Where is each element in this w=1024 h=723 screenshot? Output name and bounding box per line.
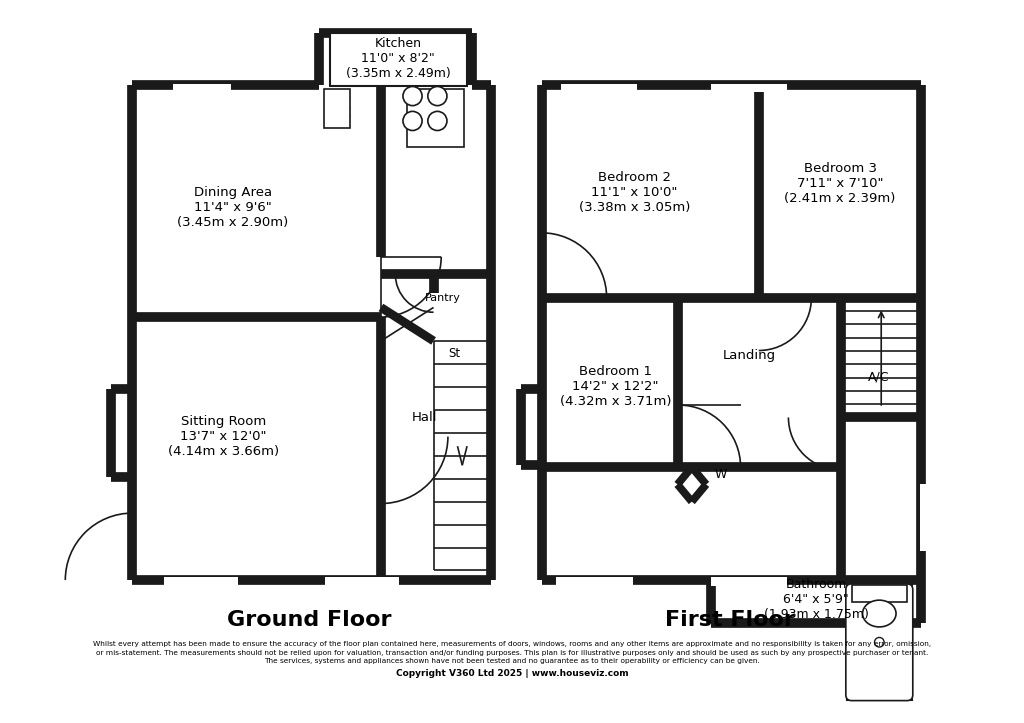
Ellipse shape: [862, 600, 896, 627]
Circle shape: [403, 111, 422, 130]
Text: Sitting Room
13'7" x 12'0"
(4.14m x 3.66m): Sitting Room 13'7" x 12'0" (4.14m x 3.66…: [168, 415, 279, 458]
Text: Hall: Hall: [412, 411, 437, 424]
Text: A/C: A/C: [867, 371, 889, 384]
Bar: [556, 577, 633, 586]
Text: Dining Area
11'4" x 9'6"
(3.45m x 2.90m): Dining Area 11'4" x 9'6" (3.45m x 2.90m): [177, 186, 289, 228]
Text: St: St: [449, 347, 461, 360]
Bar: [921, 484, 929, 552]
Text: Bedroom 3
7'11" x 7'10"
(2.41m x 2.39m): Bedroom 3 7'11" x 7'10" (2.41m x 2.39m): [784, 162, 896, 205]
Text: First Floor: First Floor: [666, 610, 795, 630]
Bar: [324, 90, 350, 128]
Bar: [331, 33, 467, 85]
Circle shape: [428, 87, 446, 106]
Bar: [325, 577, 399, 586]
Text: Kitchen
11'0" x 8'2"
(3.35m x 2.49m): Kitchen 11'0" x 8'2" (3.35m x 2.49m): [346, 38, 451, 80]
Text: Copyright V360 Ltd 2025 | www.houseviz.com: Copyright V360 Ltd 2025 | www.houseviz.c…: [395, 669, 629, 678]
Circle shape: [874, 638, 884, 647]
Bar: [164, 577, 239, 586]
Circle shape: [428, 111, 446, 130]
Bar: [852, 585, 907, 602]
Bar: [847, 585, 911, 700]
Bar: [561, 84, 637, 93]
Text: Bathroom
6'4" x 5'9"
(1.93m x 1.75m): Bathroom 6'4" x 5'9" (1.93m x 1.75m): [764, 578, 868, 620]
Bar: [407, 90, 464, 147]
Bar: [711, 84, 787, 93]
Text: Ground Floor: Ground Floor: [227, 610, 391, 630]
Bar: [711, 577, 787, 586]
Text: W: W: [715, 469, 727, 482]
FancyBboxPatch shape: [846, 584, 912, 701]
Text: Bedroom 1
14'2" x 12'2"
(4.32m x 3.71m): Bedroom 1 14'2" x 12'2" (4.32m x 3.71m): [559, 365, 671, 408]
Bar: [173, 84, 230, 93]
Text: Bedroom 2
11'1" x 10'0"
(3.38m x 3.05m): Bedroom 2 11'1" x 10'0" (3.38m x 3.05m): [579, 171, 690, 214]
Text: Pantry: Pantry: [425, 293, 461, 303]
Text: Whilst every attempt has been made to ensure the accuracy of the floor plan cont: Whilst every attempt has been made to en…: [93, 641, 931, 647]
Text: Landing: Landing: [723, 348, 776, 362]
Text: The services, systems and appliances shown have not been tested and no guarantee: The services, systems and appliances sho…: [264, 659, 760, 664]
Circle shape: [403, 87, 422, 106]
Text: or mis-statement. The measurements should not be relied upon for valuation, tran: or mis-statement. The measurements shoul…: [96, 650, 928, 656]
